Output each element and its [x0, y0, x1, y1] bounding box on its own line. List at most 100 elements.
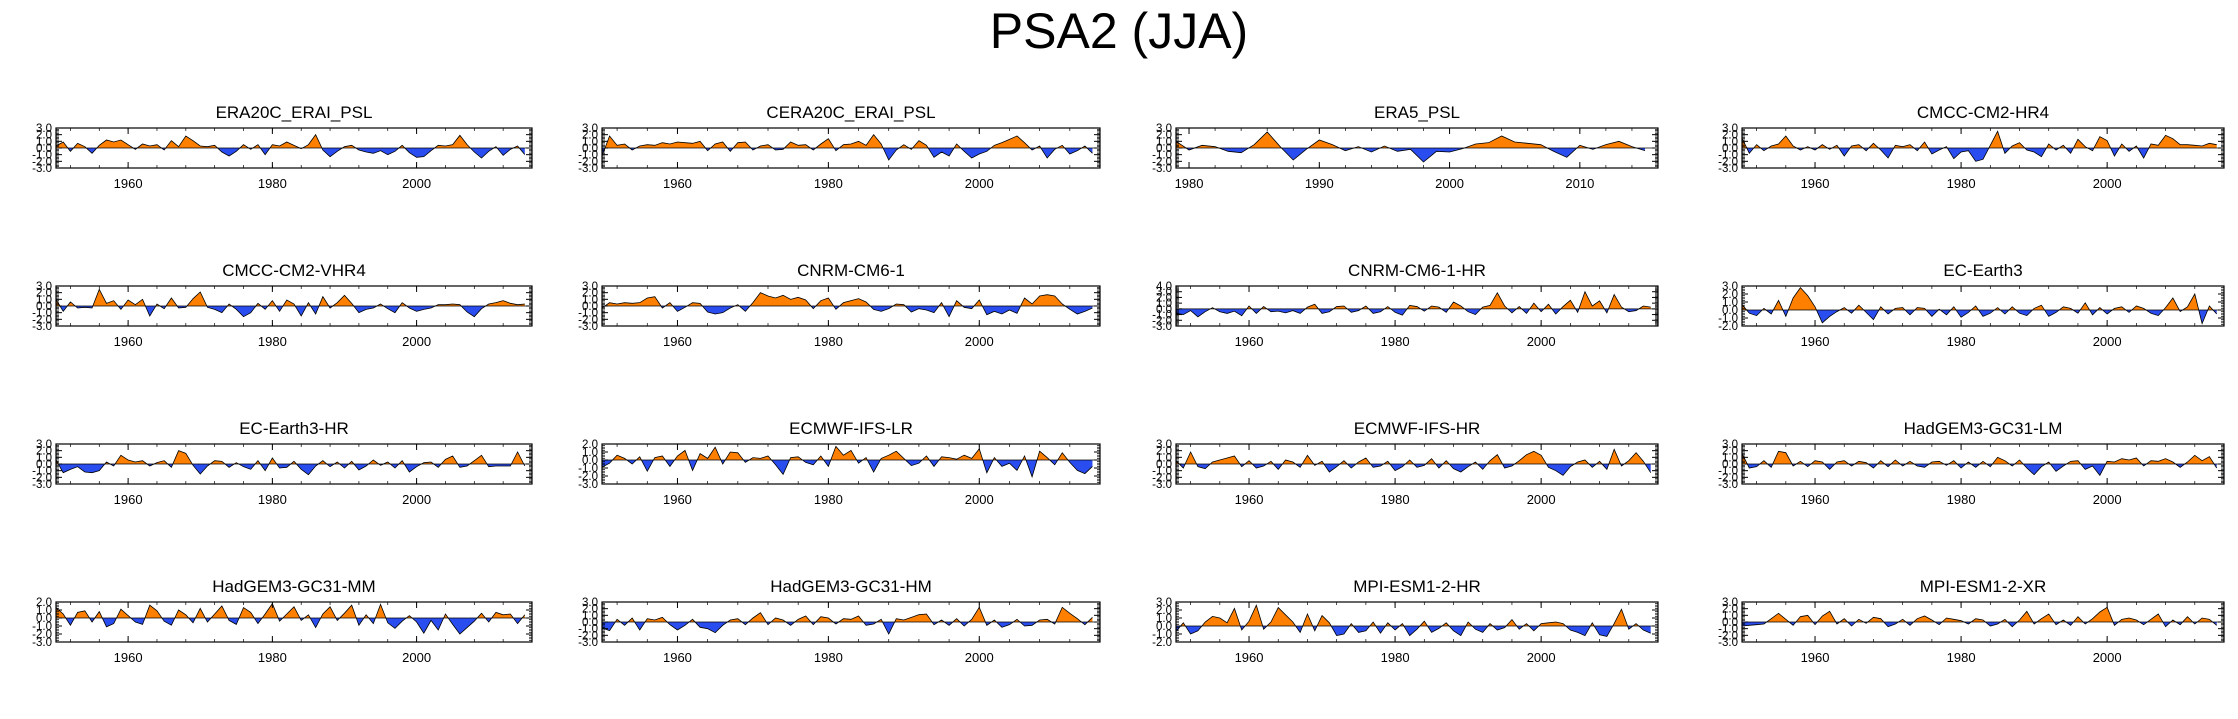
positive-area-1 [602, 134, 1093, 148]
ytick-label: -1.0 [1152, 629, 1172, 641]
ytick-label: 2.0 [1722, 289, 1738, 301]
series-line-0 [56, 133, 526, 159]
ytick-label: 3.0 [36, 123, 52, 135]
ytick-label: -3.0 [578, 479, 598, 491]
positive-area-15 [1742, 607, 2217, 622]
ytick-label: 2.0 [36, 446, 52, 458]
panel-3: CMCC-CM2-HR4 3.02.01.00.0-1.0-2.0-3.0 1960… [1718, 103, 2225, 191]
ytick-label: 1.0 [1156, 136, 1172, 148]
xtick-label: 1960 [114, 650, 143, 665]
negative-area-4 [56, 306, 525, 317]
ytick-label: -2.0 [32, 156, 52, 168]
xtick-label: 1980 [258, 650, 287, 665]
xtick-label: 1960 [1235, 334, 1264, 349]
panel-title-9: ECMWF-IFS-LR [789, 419, 913, 438]
positive-area-4 [56, 289, 525, 306]
ytick-label: 1.0 [36, 294, 52, 306]
ytick-label: 1.0 [36, 605, 52, 617]
panel-title-4: CMCC-CM2-VHR4 [222, 261, 366, 280]
ytick-label: -2.0 [1152, 637, 1172, 649]
ytick-label: 2.0 [1156, 292, 1172, 304]
plot-frame-6 [1175, 285, 1659, 327]
positive-area-0 [56, 134, 525, 148]
panel-10: ECMWF-IFS-HR 3.02.01.00.0-1.0-2.0-3.0 1960… [1152, 419, 1659, 507]
xtick-label: 1980 [1381, 334, 1410, 349]
ytick-label: 2.0 [36, 288, 52, 300]
series-line-14 [1176, 604, 1651, 637]
ytick-label: 3.0 [1722, 597, 1738, 609]
ytick-label: -3.0 [32, 163, 52, 175]
positive-area-10 [1176, 449, 1651, 464]
ytick-label: -3.0 [1718, 163, 1738, 175]
series-line-4 [56, 288, 525, 318]
ytick-label: 1.0 [1722, 610, 1738, 622]
plot-frame-12 [55, 601, 533, 643]
ytick-label: 2.0 [36, 130, 52, 142]
ytick-label: -2.0 [32, 472, 52, 484]
ytick-label: -2.0 [578, 314, 598, 326]
ytick-label: -1.0 [32, 308, 52, 320]
ytick-label: -1.0 [578, 150, 598, 162]
negative-area-12 [56, 618, 525, 634]
xtick-label: 2000 [2093, 492, 2122, 507]
panel-4: CMCC-CM2-VHR4 3.02.01.00.0-1.0-2.0-3.0 196… [32, 261, 533, 349]
negative-area-6 [1176, 308, 1651, 317]
ytick-label: -1.0 [578, 624, 598, 636]
ytick-label: 1.0 [1156, 298, 1172, 310]
ytick-label: 3.0 [582, 281, 598, 293]
ytick-label: 3.0 [1156, 287, 1172, 299]
positive-area-11 [1742, 451, 2217, 464]
series-line-13 [602, 606, 1093, 635]
ytick-label: 2.0 [582, 288, 598, 300]
xtick-label: 2000 [965, 334, 994, 349]
panel-9: ECMWF-IFS-LR 2.01.00.0-1.0-2.0-3.0 1960 198… [578, 419, 1101, 507]
ytick-label: 3.0 [1156, 597, 1172, 609]
xtick-label: 1960 [1801, 334, 1830, 349]
ytick-label: 2.0 [1722, 446, 1738, 458]
ytick-label: 0.0 [1156, 459, 1172, 471]
xtick-label: 1980 [1175, 176, 1204, 191]
ytick-label: 3.0 [582, 123, 598, 135]
plot-frame-14 [1175, 601, 1659, 643]
ytick-label: 0.0 [1722, 459, 1738, 471]
series-line-7 [1742, 286, 2217, 325]
ytick-label: -3.0 [1152, 321, 1172, 333]
plot-frame-9 [601, 443, 1101, 485]
ytick-label: 0.0 [36, 143, 52, 155]
ytick-label: -1.0 [32, 150, 52, 162]
panel-title-0: ERA20C_ERAI_PSL [216, 103, 373, 122]
panel-title-10: ECMWF-IFS-HR [1354, 419, 1481, 438]
ytick-label: -3.0 [32, 479, 52, 491]
ytick-label: 3.0 [1722, 123, 1738, 135]
xtick-label: 1980 [1947, 650, 1976, 665]
xtick-label: 1960 [663, 176, 692, 191]
xtick-label: 1990 [1305, 176, 1334, 191]
ytick-label: -3.0 [32, 321, 52, 333]
negative-area-9 [602, 460, 1093, 477]
xtick-label: 1960 [1801, 176, 1830, 191]
panel-title-5: CNRM-CM6-1 [797, 261, 905, 280]
xtick-label: 2000 [1527, 334, 1556, 349]
figure-title: PSA2 (JJA) [989, 3, 1249, 59]
ytick-label: -3.0 [32, 637, 52, 649]
ytick-label: -2.0 [1718, 630, 1738, 642]
series-line-9 [602, 445, 1093, 479]
xtick-label: 1980 [258, 492, 287, 507]
ytick-label: -2.0 [32, 629, 52, 641]
panel-title-3: CMCC-CM2-HR4 [1917, 103, 2049, 122]
panel-title-13: HadGEM3-GC31-HM [770, 577, 932, 596]
ytick-label: -1.0 [578, 308, 598, 320]
panel-title-1: CERA20C_ERAI_PSL [766, 103, 935, 122]
ytick-label: -2.0 [578, 630, 598, 642]
xtick-label: 1960 [114, 334, 143, 349]
ytick-label: 0.0 [1156, 621, 1172, 633]
ytick-label: 0.0 [1156, 304, 1172, 316]
panel-8: EC-Earth3-HR 3.02.01.00.0-1.0-2.0-3.0 1960… [32, 419, 533, 507]
positive-area-14 [1176, 605, 1651, 626]
series-line-6 [1176, 290, 1651, 318]
ytick-label: -3.0 [578, 163, 598, 175]
xtick-label: 2000 [402, 650, 431, 665]
negative-area-2 [1176, 148, 1645, 162]
ytick-label: 1.0 [36, 452, 52, 464]
